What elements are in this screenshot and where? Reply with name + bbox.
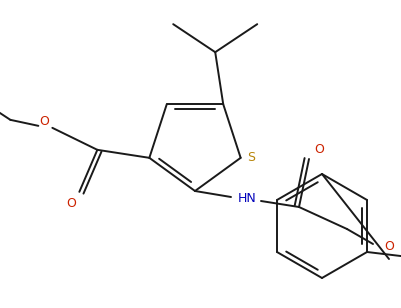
Text: O: O [313,143,323,156]
Text: O: O [66,197,76,210]
Text: HN: HN [237,192,256,205]
Text: O: O [383,241,393,253]
Text: O: O [39,115,49,128]
Text: S: S [246,151,254,164]
